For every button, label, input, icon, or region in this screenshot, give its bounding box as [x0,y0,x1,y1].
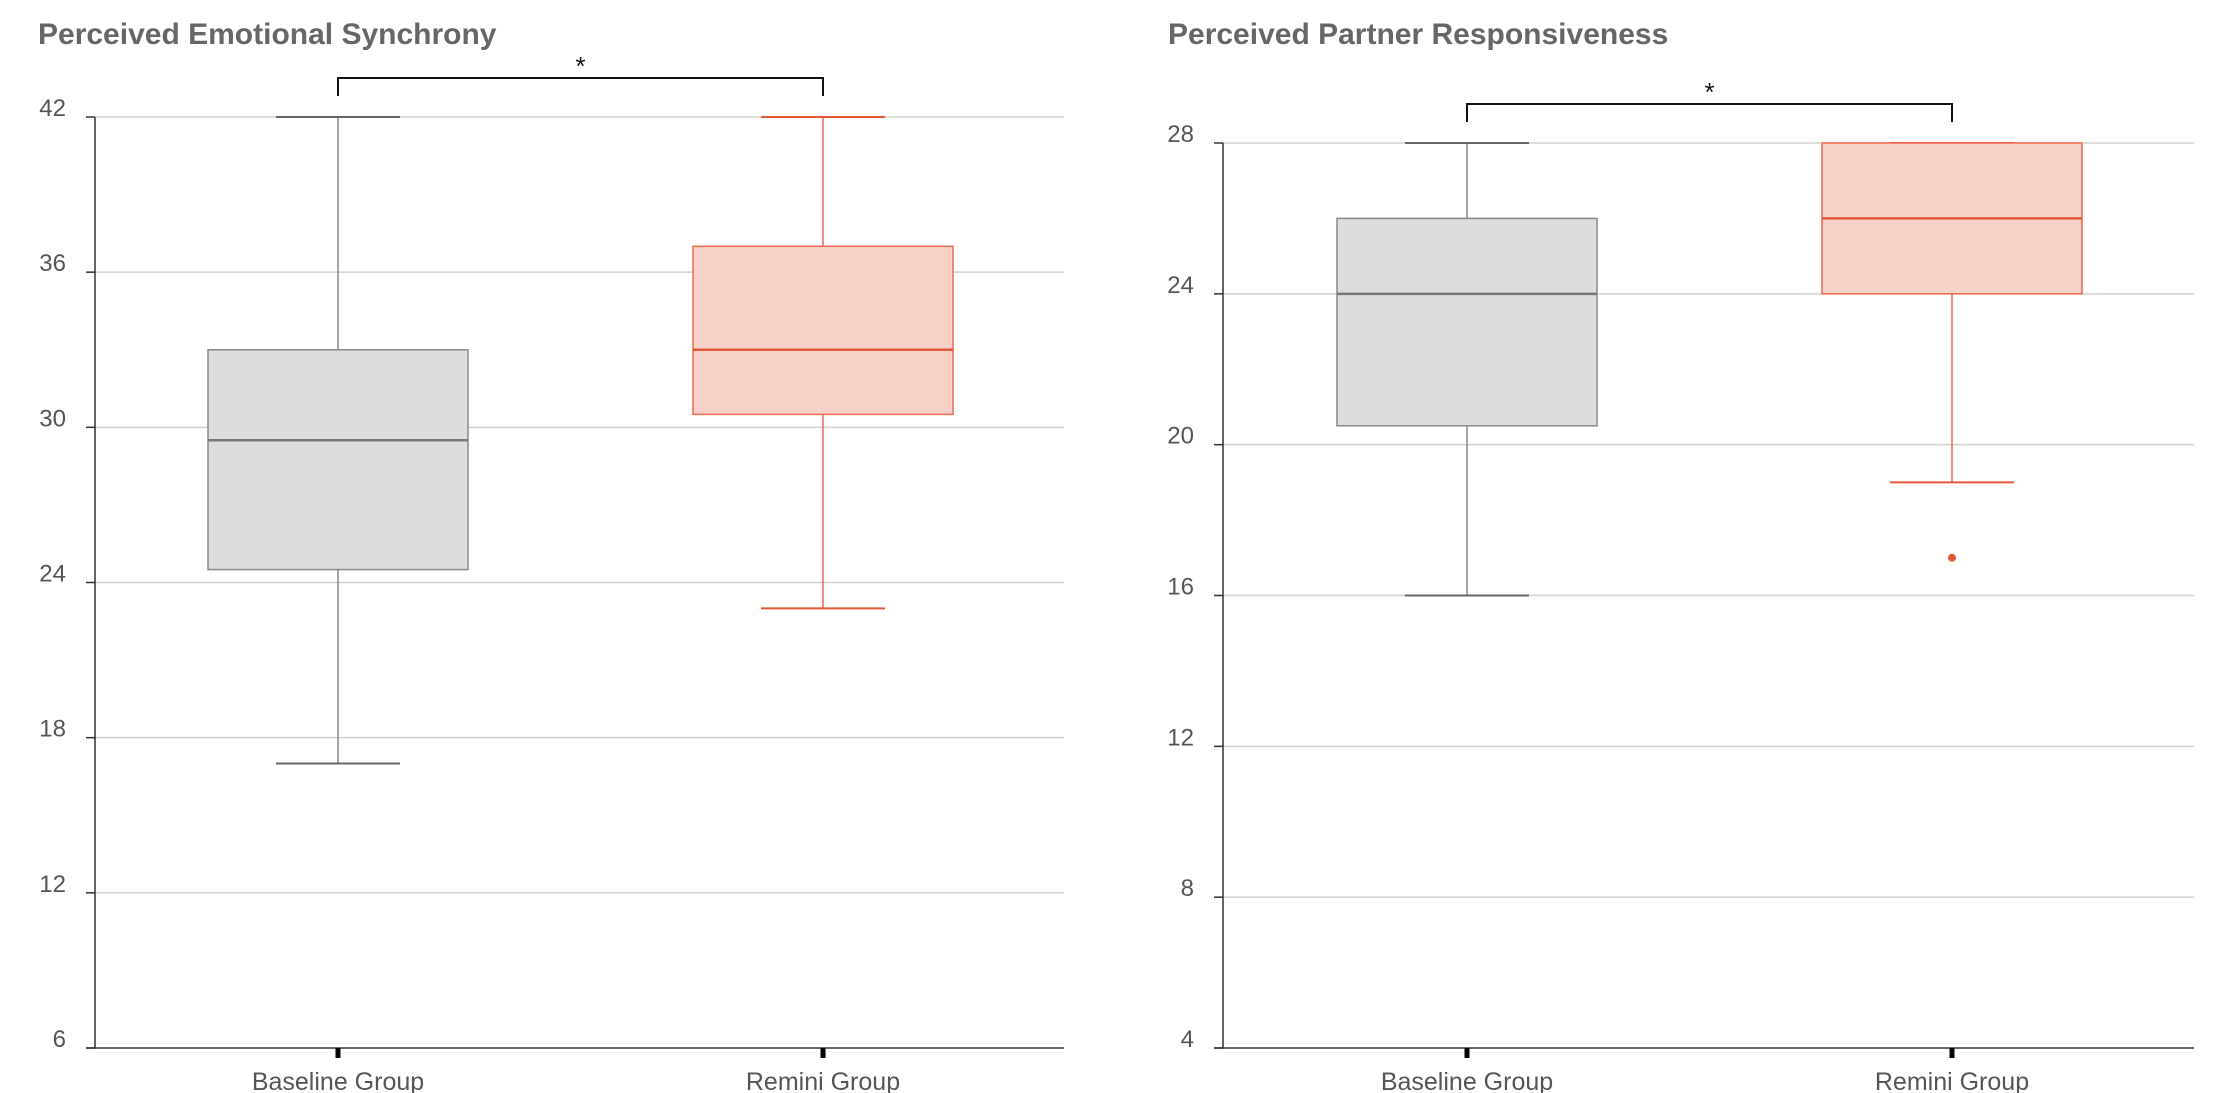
y-tick-label: 24 [1167,272,1194,299]
y-tick-label: 8 [1181,875,1194,902]
chart-panel-2: Perceived Partner Responsiveness 4 8 12 16 20… [1167,18,2194,1093]
y-tick-label: 36 [39,250,66,277]
chart-title: Perceived Partner Responsiveness [1168,18,1668,51]
x-category-label: Remini Group [1875,1068,2029,1093]
y-tick-label: 6 [53,1026,66,1053]
box-remini-group [692,116,954,610]
y-tick-label: 30 [39,405,66,432]
x-category-label: Baseline Group [252,1068,424,1093]
y-tick-label: 24 [39,561,66,588]
x-category-label: Remini Group [746,1068,900,1093]
y-tick-label: 28 [1167,121,1194,148]
y-tick-label: 12 [39,871,66,898]
y-tick-label: 42 [39,95,66,122]
x-category-label: Baseline Group [1381,1068,1553,1093]
significance-label: * [575,51,585,81]
box-baseline-group [207,116,469,765]
significance-label: * [1704,77,1714,107]
iqr-box [1336,217,1598,427]
outlier-point [1948,553,1956,562]
iqr-box [207,349,469,571]
y-tick-label: 12 [1167,724,1194,751]
box-remini-group [1821,142,2083,562]
y-tick-label: 20 [1167,423,1194,450]
iqr-box [692,245,954,416]
y-tick-label: 4 [1181,1026,1194,1053]
chart-panel-1: Perceived Emotional Synchrony 6 12 18 24 30 36… [38,18,1064,1093]
y-tick-label: 18 [39,716,66,743]
significance-bracket [1466,103,1953,122]
chart-title: Perceived Emotional Synchrony [38,18,497,51]
box-baseline-group [1336,142,1598,597]
y-tick-label: 16 [1167,574,1194,601]
significance-bracket [337,77,824,96]
